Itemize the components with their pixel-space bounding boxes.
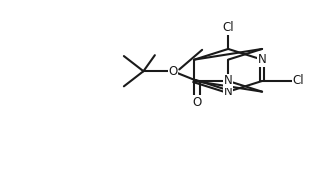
Text: N: N bbox=[224, 74, 232, 88]
Text: N: N bbox=[258, 53, 266, 66]
Text: Cl: Cl bbox=[222, 21, 234, 34]
Text: O: O bbox=[193, 96, 202, 109]
Text: N: N bbox=[224, 85, 232, 98]
Text: Cl: Cl bbox=[292, 74, 304, 88]
Text: O: O bbox=[168, 65, 177, 78]
